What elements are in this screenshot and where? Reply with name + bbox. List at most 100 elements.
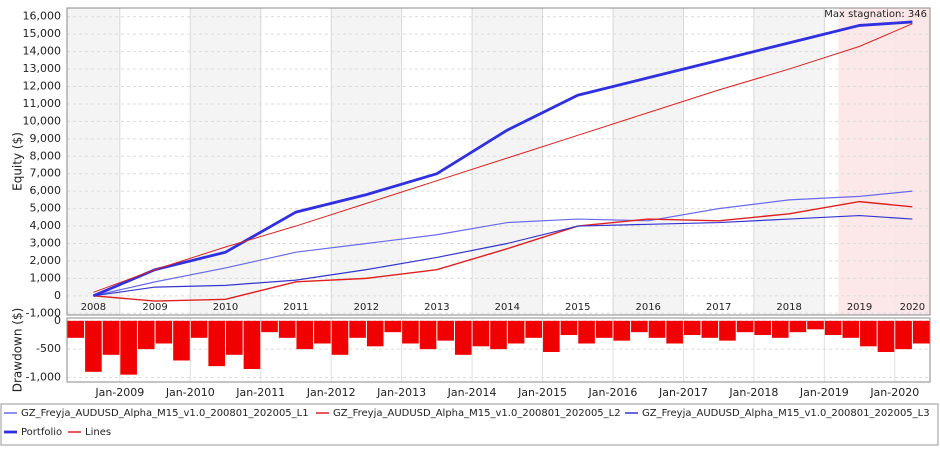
x-tick-label: Jan-2015 <box>517 386 567 399</box>
drawdown-bar <box>860 320 877 347</box>
year-label: 2012 <box>354 302 379 313</box>
year-label: 2010 <box>213 302 238 313</box>
y-tick-label: 16,000 <box>23 10 62 23</box>
y-tick-label: 3,000 <box>30 236 62 249</box>
drawdown-bar <box>349 320 366 338</box>
annotation: Max stagnation: 346 <box>824 9 927 20</box>
year-label: 2016 <box>635 302 660 313</box>
drawdown-bar <box>877 320 895 352</box>
y-tick-label: 7,000 <box>30 167 62 180</box>
drawdown-bar <box>331 320 349 355</box>
drawdown-bar <box>719 320 736 341</box>
y-tick-label: 0 <box>54 314 61 327</box>
year-band <box>401 8 473 315</box>
stagnation-area <box>838 8 930 315</box>
y-axis-label: Drawdown ($) <box>11 308 25 393</box>
series-line <box>93 23 913 293</box>
y-tick-label: 2,000 <box>30 254 62 267</box>
drawdown-bar <box>507 320 525 344</box>
series-line <box>92 20 913 298</box>
year-band <box>67 8 120 315</box>
y-tick-label: 15,000 <box>23 27 62 40</box>
legend-label: GZ_Freyja_AUDUSD_Alpha_M15_v1.0_200801_2… <box>642 408 930 419</box>
x-tick-label: Jan-2014 <box>447 386 497 399</box>
drawdown-bar <box>261 320 278 333</box>
drawdown-bar <box>314 320 331 344</box>
x-tick-label: Jan-2020 <box>869 386 919 399</box>
year-band <box>612 8 684 315</box>
series-line <box>93 200 913 302</box>
drawdown-bar <box>736 320 754 333</box>
year-label: 2018 <box>776 302 801 313</box>
layer: -1,00001,0002,0003,0004,0005,0006,0007,0… <box>11 7 931 399</box>
y-tick-label: -1,000 <box>26 370 61 383</box>
y-tick-label: 11,000 <box>23 97 62 110</box>
x-tick-label: Jan-2013 <box>376 386 426 399</box>
y-tick-label: -500 <box>36 342 61 355</box>
drawdown-bar <box>296 320 314 350</box>
drawdown-bar <box>67 320 85 338</box>
drawdown-bar <box>454 320 472 355</box>
y-tick-label: 13,000 <box>23 62 62 75</box>
drawdown-bar <box>595 320 613 338</box>
drawdown-bar <box>226 320 243 355</box>
y-tick-label: 0 <box>54 289 61 302</box>
year-label: 2019 <box>847 302 872 313</box>
y-axis-label: Equity ($) <box>11 132 25 191</box>
x-tick-label: Jan-2009 <box>94 386 144 399</box>
x-tick-label: Jan-2010 <box>165 386 215 399</box>
drawdown-bar <box>120 320 137 375</box>
year-band <box>260 8 332 315</box>
x-tick-label: Jan-2012 <box>306 386 356 399</box>
y-tick-label: 6,000 <box>30 184 62 197</box>
drawdown-bar <box>243 320 261 369</box>
drawdown-bar <box>366 320 384 347</box>
drawdown-bar <box>173 320 190 361</box>
y-tick-label: -1,000 <box>26 306 61 319</box>
drawdown-bar <box>912 320 930 344</box>
drawdown-bar <box>807 320 824 330</box>
legend-label: Portfolio <box>21 427 62 438</box>
year-label: 2011 <box>283 302 308 313</box>
year-label: 2013 <box>424 302 449 313</box>
drawdown-bar <box>437 320 454 341</box>
legend-label: GZ_Freyja_AUDUSD_Alpha_M15_v1.0_200801_2… <box>21 408 309 419</box>
drawdown-bar <box>824 320 842 335</box>
drawdown-bar <box>190 320 208 338</box>
year-band <box>542 8 613 315</box>
drawdown-bar <box>842 320 860 338</box>
year-label: 2014 <box>495 302 520 313</box>
year-band <box>472 8 543 315</box>
legend-label: GZ_Freyja_AUDUSD_Alpha_M15_v1.0_200801_2… <box>333 408 621 419</box>
series-line <box>93 190 913 297</box>
x-tick-label: Jan-2017 <box>658 386 708 399</box>
drawdown-bar <box>771 320 789 338</box>
drawdown-bar <box>525 320 543 338</box>
year-label: 2017 <box>706 302 731 313</box>
y-tick-label: 9,000 <box>30 132 62 145</box>
year-label: 2008 <box>81 302 106 313</box>
drawdown-bar <box>789 320 807 333</box>
drawdown-bar <box>683 320 701 335</box>
year-band <box>753 8 825 315</box>
x-tick-label: Jan-2019 <box>799 386 849 399</box>
drawdown-bar <box>560 320 578 335</box>
y-tick-label: 12,000 <box>23 79 62 92</box>
drawdown-bar <box>578 320 595 344</box>
year-band <box>331 8 402 315</box>
y-tick-label: 4,000 <box>30 219 62 232</box>
y-tick-label: 1,000 <box>30 271 62 284</box>
legend-label: Lines <box>85 427 111 438</box>
drawdown-bar <box>137 320 155 350</box>
year-label: 2015 <box>565 302 590 313</box>
drawdown-bar <box>648 320 666 338</box>
y-tick-label: 5,000 <box>30 202 62 215</box>
drawdown-bar <box>208 320 226 367</box>
legend-box <box>0 403 939 446</box>
drawdown-bar <box>490 320 507 350</box>
drawdown-bar <box>754 320 771 335</box>
drawdown-bar <box>85 320 102 372</box>
year-label: 2020 <box>900 302 925 313</box>
series-line <box>93 214 913 297</box>
x-tick-label: Jan-2016 <box>588 386 638 399</box>
